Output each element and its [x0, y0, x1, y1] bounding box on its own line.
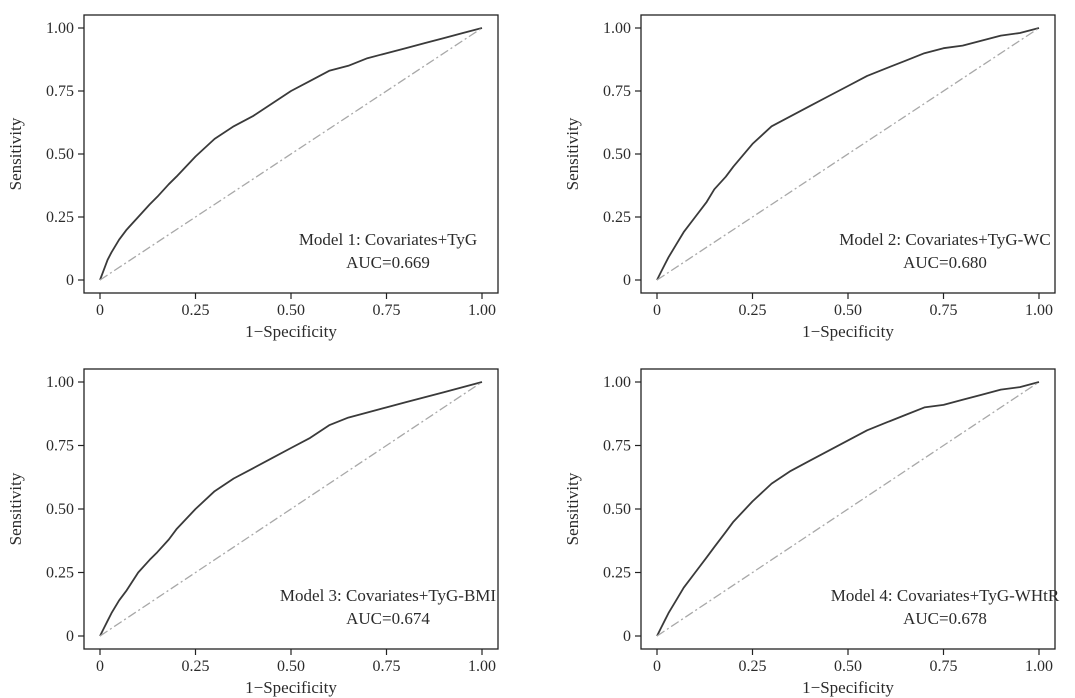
x-tick-label: 0 — [653, 302, 661, 319]
x-axis-label: 1−Specificity — [802, 322, 894, 341]
reference-diagonal-line — [99, 381, 483, 637]
roc-curve-line — [656, 381, 1040, 637]
y-tick-label: 0.75 — [603, 438, 631, 455]
x-axis-label: 1−Specificity — [245, 322, 337, 341]
y-axis-label: Sensitivity — [563, 117, 582, 190]
y-axis-label: Sensitivity — [6, 472, 25, 545]
x-tick-label: 1.00 — [1025, 302, 1053, 319]
model-annotation: Model 1: Covariates+TyG — [299, 230, 477, 249]
y-tick-label: 0.50 — [46, 501, 74, 518]
roc-curve-line — [99, 381, 483, 637]
x-axis-label: 1−Specificity — [245, 678, 337, 697]
y-tick-label: 0.50 — [46, 146, 74, 163]
x-tick-label: 1.00 — [468, 302, 496, 319]
model-annotation: Model 2: Covariates+TyG-WC — [839, 230, 1050, 249]
x-tick-label: 1.00 — [468, 658, 496, 675]
y-tick-label: 1.00 — [603, 20, 631, 37]
y-axis-label: Sensitivity — [6, 117, 25, 190]
roc-curve-line — [656, 27, 1040, 281]
y-tick-label: 0.25 — [603, 565, 631, 582]
x-tick-label: 0.50 — [834, 302, 862, 319]
y-tick-label: 0 — [623, 272, 631, 289]
y-axis-label: Sensitivity — [563, 472, 582, 545]
y-tick-label: 1.00 — [603, 374, 631, 391]
y-tick-label: 0.50 — [603, 501, 631, 518]
y-tick-label: 1.00 — [46, 20, 74, 37]
roc-panel-2: 0 0 0.25 0.25 0.50 0.50 0.75 0.75 1.00 1.00 1−Spec… — [563, 14, 1056, 341]
x-tick-label: 0.75 — [930, 302, 958, 319]
x-tick-label: 0.75 — [373, 302, 401, 319]
y-tick-label: 0.25 — [46, 209, 74, 226]
auc-annotation: AUC=0.680 — [903, 253, 987, 272]
auc-annotation: AUC=0.674 — [346, 609, 430, 628]
x-tick-label: 0 — [653, 658, 661, 675]
x-tick-label: 0.25 — [182, 658, 210, 675]
x-tick-label: 0.25 — [182, 302, 210, 319]
x-tick-label: 0 — [96, 658, 104, 675]
roc-panel-4: 0 0 0.25 0.25 0.50 0.50 0.75 0.75 1.00 1.00 1−Spec… — [563, 368, 1060, 697]
reference-diagonal-line — [656, 381, 1040, 637]
y-tick-label: 0.50 — [603, 146, 631, 163]
y-tick-label: 0 — [66, 628, 74, 645]
model-annotation: Model 3: Covariates+TyG-BMI — [280, 586, 496, 605]
y-tick-label: 0 — [623, 628, 631, 645]
y-tick-label: 0.75 — [603, 83, 631, 100]
x-tick-label: 0 — [96, 302, 104, 319]
y-tick-label: 0.75 — [46, 83, 74, 100]
auc-annotation: AUC=0.678 — [903, 609, 987, 628]
x-tick-label: 0.50 — [277, 302, 305, 319]
x-tick-label: 0.75 — [930, 658, 958, 675]
x-tick-label: 1.00 — [1025, 658, 1053, 675]
y-tick-label: 0 — [66, 272, 74, 289]
auc-annotation: AUC=0.669 — [346, 253, 430, 272]
reference-diagonal-line — [99, 27, 483, 281]
roc-panel-3: 0 0 0.25 0.25 0.50 0.50 0.75 0.75 1.00 1.00 1−Spec… — [6, 368, 499, 697]
x-axis-label: 1−Specificity — [802, 678, 894, 697]
y-tick-label: 0.25 — [46, 565, 74, 582]
x-tick-label: 0.50 — [277, 658, 305, 675]
x-tick-label: 0.25 — [739, 658, 767, 675]
y-tick-label: 1.00 — [46, 374, 74, 391]
y-tick-label: 0.75 — [46, 438, 74, 455]
y-tick-label: 0.25 — [603, 209, 631, 226]
reference-diagonal-line — [656, 27, 1040, 281]
roc-curve-line — [99, 27, 483, 281]
roc-panel-1: 0 0 0.25 0.25 0.50 0.50 0.75 0.75 1.00 1.00 1−Spec… — [6, 14, 499, 341]
x-tick-label: 0.50 — [834, 658, 862, 675]
x-tick-label: 0.25 — [739, 302, 767, 319]
x-tick-label: 0.75 — [373, 658, 401, 675]
model-annotation: Model 4: Covariates+TyG-WHtR — [831, 586, 1060, 605]
